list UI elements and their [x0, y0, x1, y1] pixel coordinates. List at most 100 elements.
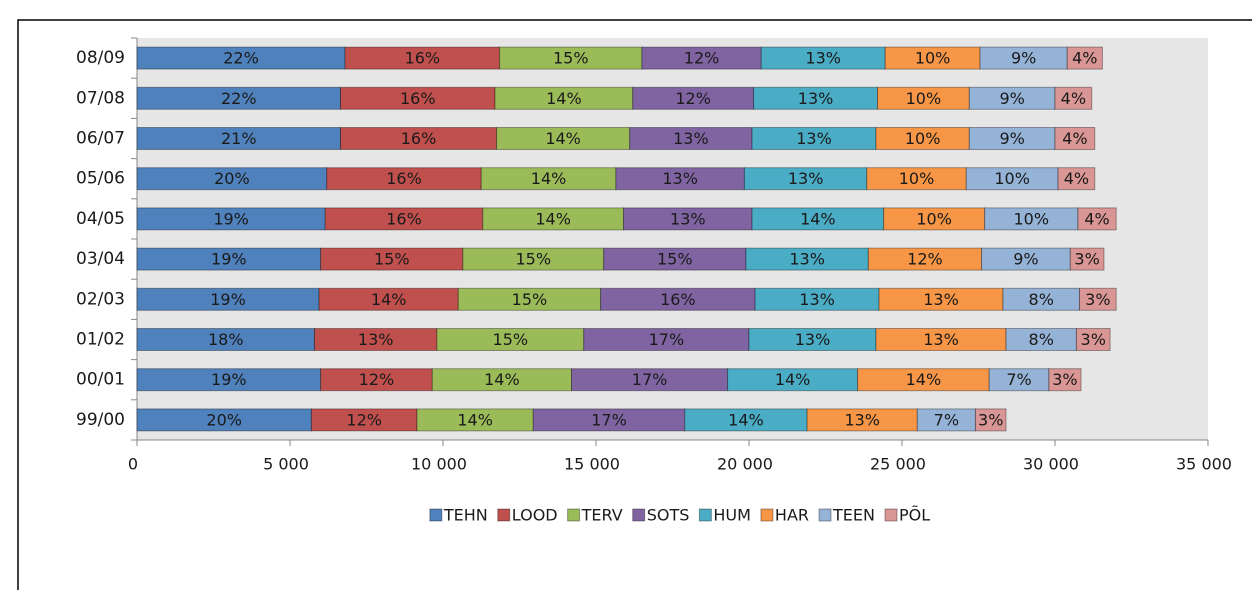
y-tick-label: 99/00 — [76, 410, 125, 430]
data-label: 13% — [798, 89, 834, 108]
data-label: 14% — [484, 370, 520, 389]
data-label: 8% — [1029, 290, 1054, 309]
data-label: 14% — [775, 370, 811, 389]
bar-segment — [499, 46, 643, 70]
bar-segment — [1005, 328, 1077, 351]
data-label: 10% — [1014, 209, 1050, 228]
x-tick-label: 35 000 — [1176, 455, 1232, 474]
data-label: 12% — [684, 49, 720, 68]
data-label: 17% — [632, 370, 668, 389]
data-label: 15% — [553, 49, 589, 68]
data-label: 14% — [535, 209, 571, 228]
y-tick-label: 00/01 — [76, 370, 125, 390]
data-label: 12% — [346, 410, 382, 429]
legend-swatch — [760, 508, 774, 522]
x-tick-label: 15 000 — [564, 455, 620, 474]
data-label: 9% — [1013, 250, 1038, 269]
data-label: 19% — [211, 250, 247, 269]
data-label: 15% — [374, 250, 410, 269]
bar-segment — [1054, 86, 1093, 110]
data-label: 10% — [899, 169, 935, 188]
y-tick-label: 04/05 — [76, 209, 125, 229]
legend-label: HUM — [713, 506, 751, 525]
data-label: 10% — [906, 89, 942, 108]
data-label: 17% — [591, 410, 627, 429]
data-label: 16% — [386, 209, 422, 228]
data-label: 14% — [546, 89, 582, 108]
data-label: 15% — [512, 290, 548, 309]
data-label: 3% — [1052, 370, 1077, 389]
legend-swatch — [884, 508, 898, 522]
legend-label: PÕL — [899, 506, 930, 525]
data-label: 20% — [206, 410, 242, 429]
bar-segment — [884, 46, 981, 70]
legend-label: TEHN — [443, 506, 488, 525]
data-label: 13% — [923, 330, 959, 349]
data-label: 13% — [923, 290, 959, 309]
data-label: 15% — [493, 330, 529, 349]
legend-swatch — [567, 508, 581, 522]
bar-segment — [1048, 368, 1082, 392]
data-label: 10% — [915, 49, 951, 68]
data-label: 10% — [905, 129, 941, 148]
x-tick-label: 10 000 — [411, 455, 467, 474]
data-label: 16% — [386, 169, 422, 188]
bar-segment — [136, 328, 315, 351]
x-tick-label: 5 000 — [263, 455, 309, 474]
legend-swatch — [818, 508, 832, 522]
data-label: 9% — [1011, 49, 1036, 68]
data-label: 14% — [906, 370, 942, 389]
data-label: 13% — [662, 169, 698, 188]
data-label: 9% — [999, 89, 1024, 108]
data-label: 18% — [208, 330, 244, 349]
data-label: 19% — [210, 290, 246, 309]
data-label: 4% — [1062, 129, 1087, 148]
data-label: 3% — [1085, 290, 1110, 309]
data-label: 10% — [916, 209, 952, 228]
data-label: 13% — [805, 49, 841, 68]
bar-segment — [632, 86, 755, 110]
data-label: 13% — [789, 250, 825, 269]
data-label: 3% — [1074, 250, 1099, 269]
data-label: 19% — [213, 209, 249, 228]
bar-segment — [1057, 167, 1096, 191]
x-tick-label: 20 000 — [717, 455, 773, 474]
legend-label: HAR — [775, 506, 809, 525]
legend-label: LOOD — [512, 506, 558, 525]
bar-segment — [1054, 127, 1096, 150]
data-label: 20% — [214, 169, 250, 188]
data-label: 4% — [1064, 169, 1089, 188]
data-label: 14% — [531, 169, 567, 188]
data-label: 12% — [907, 250, 943, 269]
x-tick-label: 30 000 — [1023, 455, 1079, 474]
y-tick-label: 07/08 — [76, 88, 125, 108]
bar-segment — [1078, 287, 1117, 311]
data-label: 17% — [649, 330, 685, 349]
data-label: 3% — [1081, 330, 1106, 349]
data-label: 13% — [358, 330, 394, 349]
x-tick-label: 25 000 — [870, 455, 926, 474]
y-tick-label: 08/09 — [76, 48, 125, 68]
data-label: 16% — [405, 49, 441, 68]
data-label: 13% — [799, 290, 835, 309]
x-tick-label: 0 — [128, 455, 138, 474]
data-label: 15% — [515, 250, 551, 269]
bar-segment — [1077, 207, 1117, 231]
data-label: 14% — [371, 290, 407, 309]
data-label: 19% — [211, 370, 247, 389]
data-label: 13% — [795, 330, 831, 349]
bar-segment — [457, 287, 602, 311]
bar-segment — [1069, 247, 1105, 271]
legend-swatch — [632, 508, 646, 522]
data-label: 16% — [660, 290, 696, 309]
legend-swatch — [698, 508, 712, 522]
bar-segment — [1066, 46, 1103, 70]
data-label: 4% — [1084, 209, 1109, 228]
legend-swatch — [497, 508, 511, 522]
y-tick-label: 01/02 — [76, 330, 125, 350]
data-label: 10% — [994, 169, 1030, 188]
data-label: 3% — [978, 410, 1003, 429]
data-label: 14% — [457, 410, 493, 429]
legend-label: TEEN — [832, 506, 875, 525]
